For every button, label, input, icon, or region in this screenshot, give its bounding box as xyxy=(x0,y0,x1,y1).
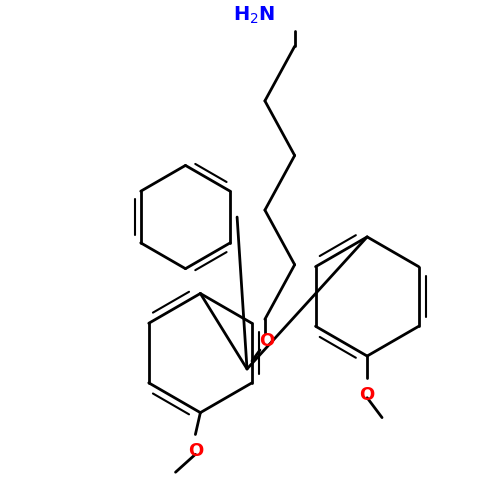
Text: O: O xyxy=(188,442,203,460)
Text: H$_2$N: H$_2$N xyxy=(232,5,275,26)
Text: O: O xyxy=(360,386,375,404)
Text: O: O xyxy=(260,332,274,350)
